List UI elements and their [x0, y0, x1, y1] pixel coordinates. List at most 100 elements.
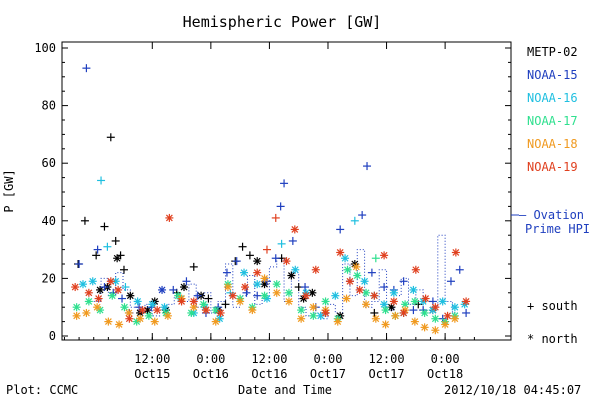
point-north [399, 308, 408, 317]
marker-stroke [253, 280, 261, 288]
point-north [352, 262, 361, 271]
point-north [462, 297, 471, 306]
point-north [421, 294, 430, 303]
y-tick-label: 100 [34, 41, 56, 55]
x-tick-label-date: Oct16 [251, 367, 287, 381]
marker-stroke [165, 214, 173, 222]
x-tick-label-time: 0:00 [431, 352, 460, 366]
marker-stroke [104, 318, 112, 326]
point-north [438, 297, 447, 306]
point-north [321, 297, 330, 306]
marker-stroke [139, 306, 146, 314]
marker-stroke [285, 298, 293, 305]
marker-stroke [153, 306, 161, 314]
point-north [355, 285, 364, 294]
point-south [100, 222, 109, 231]
marker-stroke [390, 289, 398, 297]
point-north [260, 274, 269, 283]
x-axis: 12:00Oct150:00Oct1612:00Oct160:00Oct1712… [63, 42, 475, 381]
point-south [106, 133, 115, 142]
marker-stroke [439, 298, 447, 305]
footer-plot-credit: Plot: CCMC [6, 383, 78, 397]
marker-stroke [73, 303, 81, 311]
marker-stroke [451, 303, 459, 311]
point-south [80, 216, 89, 225]
marker-stroke [370, 292, 378, 300]
point-north [284, 297, 293, 306]
point-north [150, 317, 159, 326]
point-north [108, 291, 117, 300]
point-north [389, 297, 398, 306]
point-north [333, 317, 342, 326]
marker-stroke [302, 292, 310, 300]
point-south [370, 308, 379, 317]
y-tick-label: 80 [42, 99, 56, 113]
point-north [420, 308, 429, 317]
marker-stroke [411, 298, 419, 305]
marker-stroke [85, 289, 93, 297]
marker-stroke [121, 303, 128, 311]
point-north [343, 265, 352, 274]
point-north [236, 297, 245, 306]
marker-stroke [356, 286, 364, 294]
marker-stroke [174, 292, 182, 300]
point-north [381, 320, 390, 329]
point-north [201, 306, 210, 315]
point-south [193, 291, 202, 300]
marker-stroke [158, 286, 166, 294]
point-north [84, 297, 93, 306]
marker-stroke [336, 249, 344, 256]
x-tick-label-time: 12:00 [134, 352, 170, 366]
x-tick-label-date: Oct16 [193, 367, 229, 381]
marker-stroke [151, 318, 159, 326]
point-north [93, 303, 102, 312]
marker-stroke [297, 306, 305, 314]
point-north [272, 288, 281, 297]
marker-stroke [200, 300, 207, 308]
legend-item: NOAA-19 [527, 160, 578, 174]
marker-stroke [212, 318, 220, 326]
x-tick-label-time: 12:00 [251, 352, 287, 366]
marker-stroke [71, 283, 79, 291]
marker-stroke [341, 254, 349, 262]
point-north [309, 303, 318, 312]
point-north [341, 254, 350, 263]
marker-stroke [236, 298, 244, 305]
marker-stroke [372, 315, 380, 323]
point-north [380, 251, 389, 260]
point-north [345, 277, 354, 286]
point-south [455, 265, 464, 274]
marker-stroke [409, 286, 417, 294]
point-north [302, 291, 311, 300]
point-south [276, 202, 285, 211]
point-north [84, 288, 93, 297]
marker-stroke [240, 269, 248, 277]
marker-stroke [421, 323, 429, 331]
point-north [148, 300, 157, 309]
point-north [431, 303, 440, 312]
marker-stroke [309, 312, 317, 320]
marker-stroke [291, 266, 299, 274]
marker-stroke [273, 280, 281, 288]
point-south [238, 242, 247, 251]
point-north [165, 213, 174, 222]
point-south [288, 236, 297, 245]
marker-stroke [89, 277, 97, 285]
point-north [153, 306, 162, 315]
point-north [360, 277, 369, 286]
point-south [121, 283, 130, 292]
point-south [245, 251, 254, 260]
point-south [75, 260, 84, 268]
point-north [158, 285, 167, 294]
marker-stroke [444, 312, 451, 320]
marker-stroke [317, 312, 325, 320]
marker-stroke [382, 306, 389, 314]
point-south [221, 300, 230, 309]
point-south [103, 242, 112, 251]
marker-stroke [344, 266, 351, 274]
point-north [163, 311, 172, 320]
point-north [362, 288, 371, 297]
marker-stroke [112, 277, 120, 285]
point-north [115, 320, 124, 329]
marker-stroke [308, 289, 316, 297]
